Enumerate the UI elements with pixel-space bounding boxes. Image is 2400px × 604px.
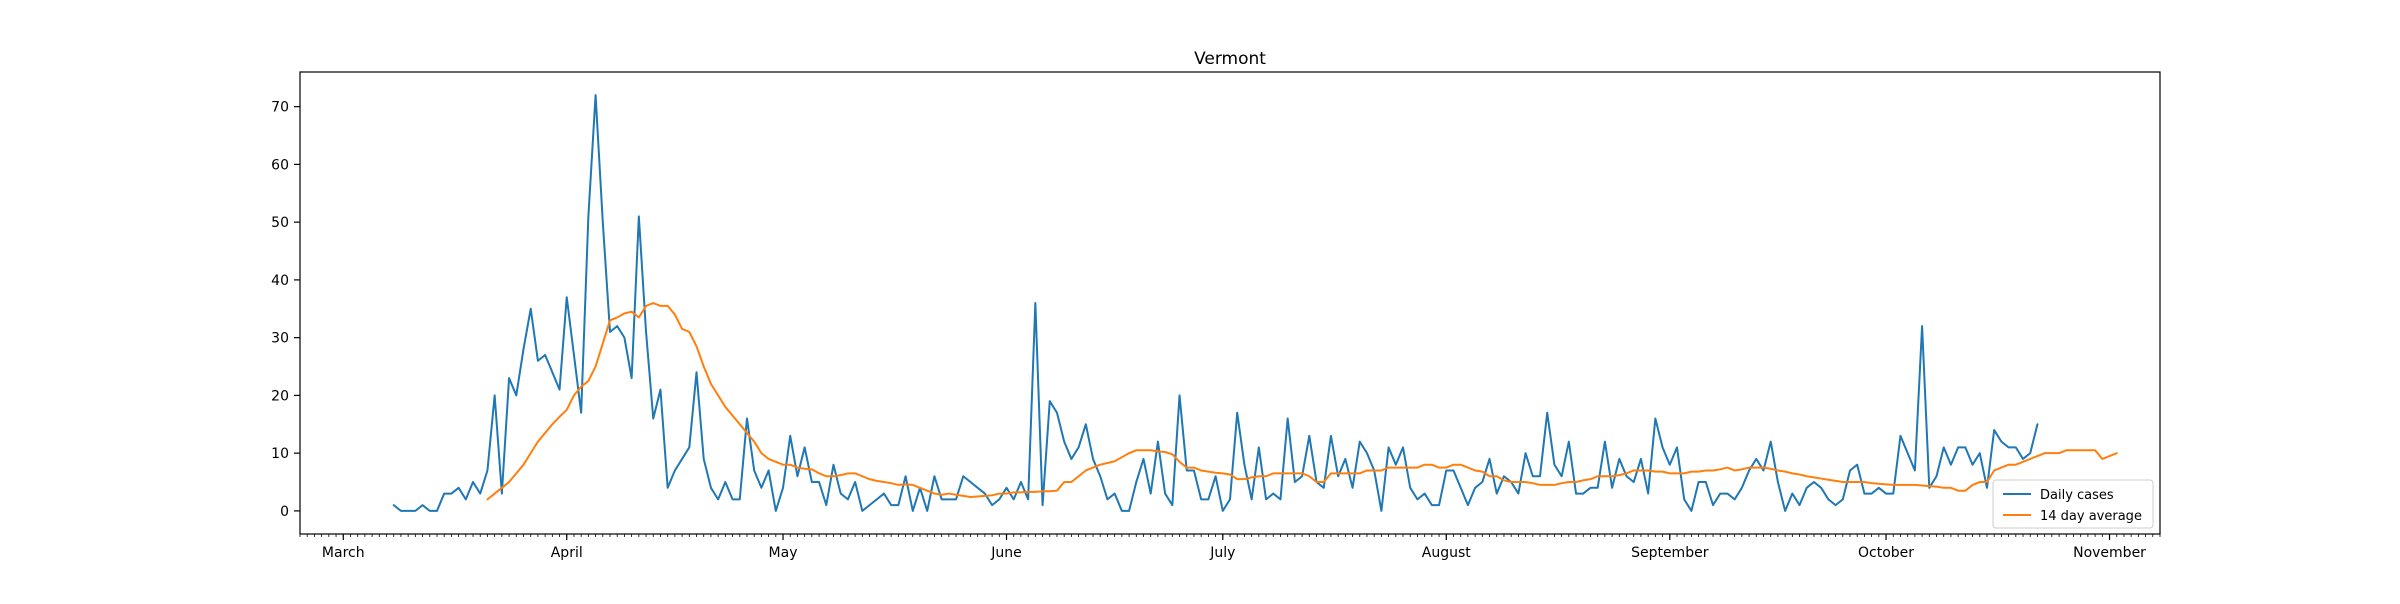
x-tick-label: September — [1631, 545, 1709, 561]
y-tick-label: 30 — [271, 331, 289, 347]
x-tick-label: August — [1422, 545, 1472, 561]
series-group — [392, 94, 2118, 512]
legend-label-daily-cases: Daily cases — [2040, 488, 2114, 503]
plot-area-frame — [299, 71, 2161, 535]
y-tick-label: 40 — [271, 273, 289, 289]
x-tick-label: March — [322, 545, 365, 561]
y-tick-label: 10 — [271, 446, 289, 462]
x-tick-label: November — [2073, 545, 2146, 561]
chart-title: Vermont — [1194, 49, 1266, 69]
series-line-14-day-average — [486, 302, 2118, 501]
y-tick-label: 50 — [271, 215, 289, 231]
x-tick-label: July — [1209, 545, 1235, 561]
legend-box — [1992, 479, 2154, 529]
series-line-daily-cases — [392, 94, 2039, 512]
y-tick-label: 70 — [271, 100, 289, 116]
y-tick-label: 0 — [280, 504, 289, 520]
legend-label-14-day-average: 14 day average — [2040, 509, 2142, 524]
x-tick-label: October — [1858, 545, 1914, 561]
x-axis: March April May June July August September Octo… — [299, 534, 2161, 561]
x-tick-label: May — [769, 545, 798, 561]
x-tick-label: April — [551, 545, 583, 561]
y-tick-label: 20 — [271, 388, 289, 404]
legend: Daily cases 14 day average — [1992, 479, 2154, 529]
y-tick-label: 60 — [271, 157, 289, 173]
x-tick-label: June — [990, 545, 1022, 561]
y-axis: 0 10 20 30 40 50 60 70 — [271, 100, 300, 520]
